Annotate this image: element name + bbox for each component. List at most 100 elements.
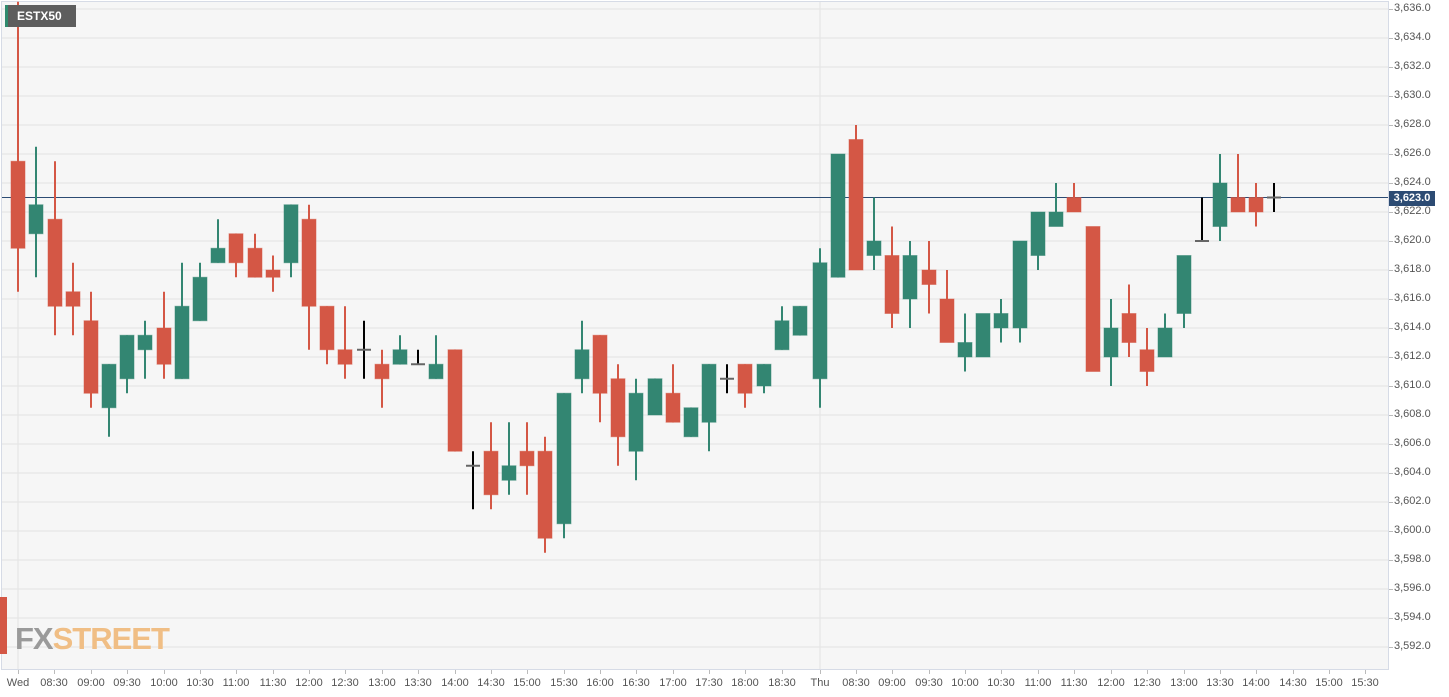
x-tick [673, 670, 674, 674]
x-axis-label: 10:30 [987, 677, 1015, 689]
y-axis-label: 3,602.0 [1394, 495, 1431, 507]
candle[interactable] [301, 204, 317, 350]
x-tick [892, 670, 893, 674]
candle[interactable] [957, 313, 973, 372]
candle[interactable] [483, 422, 499, 510]
x-axis-label: 09:30 [915, 677, 943, 689]
x-tick [1220, 670, 1221, 674]
x-tick [856, 670, 857, 674]
candle[interactable] [428, 335, 444, 380]
candle[interactable] [192, 262, 208, 322]
candle[interactable] [228, 233, 244, 278]
y-tick [1389, 299, 1393, 300]
candle[interactable] [1030, 211, 1046, 270]
x-axis-label: 13:30 [404, 677, 432, 689]
candle[interactable] [247, 233, 263, 278]
candle[interactable] [884, 226, 900, 329]
x-tick [1329, 670, 1330, 674]
candle[interactable] [792, 305, 808, 336]
x-tick [1184, 670, 1185, 674]
candle[interactable] [501, 422, 517, 495]
candle[interactable] [1012, 240, 1028, 343]
candle[interactable] [592, 334, 608, 423]
candle[interactable] [1195, 197, 1209, 242]
candle[interactable] [1176, 255, 1192, 329]
candle[interactable] [701, 363, 717, 452]
candle[interactable] [174, 262, 190, 380]
candle[interactable] [683, 407, 699, 438]
x-axis-label: 14:00 [1242, 677, 1270, 689]
candle[interactable] [902, 241, 918, 328]
candle[interactable] [357, 320, 371, 379]
candle[interactable] [1139, 328, 1155, 386]
candle[interactable] [628, 378, 644, 481]
candle[interactable] [466, 451, 480, 510]
y-axis-label: 3,594.0 [1394, 611, 1431, 623]
candle[interactable] [337, 306, 353, 379]
y-tick [1389, 560, 1393, 561]
candle[interactable] [283, 204, 299, 278]
candle[interactable] [119, 334, 135, 394]
x-axis-label: 11:30 [259, 677, 287, 689]
x-axis-label: 14:30 [477, 677, 505, 689]
x-axis-label: 13:30 [1206, 677, 1234, 689]
x-axis-label: 10:00 [150, 677, 178, 689]
candle[interactable] [939, 270, 955, 343]
y-axis-label: 3,632.0 [1394, 60, 1431, 72]
x-axis-label: 14:30 [1279, 677, 1307, 689]
candle[interactable] [374, 349, 390, 408]
candle[interactable] [921, 241, 937, 314]
candle[interactable] [447, 349, 463, 452]
candle[interactable] [737, 363, 753, 408]
y-tick [1389, 589, 1393, 590]
candle[interactable] [665, 364, 681, 423]
candle[interactable] [47, 161, 63, 336]
y-axis-label: 3,614.0 [1394, 321, 1431, 333]
candle[interactable] [137, 320, 153, 379]
candle[interactable] [812, 248, 828, 408]
candle[interactable] [1267, 183, 1281, 212]
candle[interactable] [1157, 313, 1173, 358]
candle[interactable] [1212, 154, 1228, 241]
x-axis-label: 17:00 [659, 677, 687, 689]
candle[interactable] [319, 305, 335, 365]
candle[interactable] [10, 1, 26, 292]
candle[interactable] [720, 364, 734, 394]
candle[interactable] [156, 291, 172, 379]
candle[interactable] [537, 436, 553, 553]
candle[interactable] [574, 320, 590, 394]
y-tick [1389, 647, 1393, 648]
candle[interactable] [647, 378, 663, 416]
candle[interactable] [774, 306, 790, 351]
candle[interactable] [101, 363, 117, 437]
candle[interactable] [1066, 183, 1082, 213]
candle[interactable] [1085, 226, 1101, 372]
candle[interactable] [1121, 284, 1137, 358]
candle[interactable] [756, 363, 772, 394]
candle[interactable] [1048, 183, 1064, 227]
candle[interactable] [210, 219, 226, 264]
candle[interactable] [848, 125, 864, 271]
candle[interactable] [392, 335, 408, 365]
candle[interactable] [28, 146, 44, 278]
candle[interactable] [519, 422, 535, 495]
candle[interactable] [1248, 183, 1264, 227]
candle[interactable] [993, 299, 1009, 343]
candle[interactable] [1230, 154, 1246, 213]
symbol-badge[interactable]: ESTX50 [5, 5, 76, 27]
candle[interactable] [411, 349, 425, 366]
candle[interactable] [83, 291, 99, 408]
candle[interactable] [265, 255, 281, 292]
x-axis-label: 09:00 [878, 677, 906, 689]
x-axis-label: 08:30 [40, 677, 68, 689]
candle[interactable] [65, 262, 81, 336]
candle[interactable] [1103, 299, 1119, 386]
y-tick [1389, 618, 1393, 619]
candle[interactable] [975, 313, 991, 358]
y-axis-label: 3,596.0 [1394, 582, 1431, 594]
candle[interactable] [610, 364, 626, 466]
candle[interactable] [556, 392, 572, 539]
candle[interactable] [830, 153, 846, 278]
candle[interactable] [866, 197, 882, 271]
